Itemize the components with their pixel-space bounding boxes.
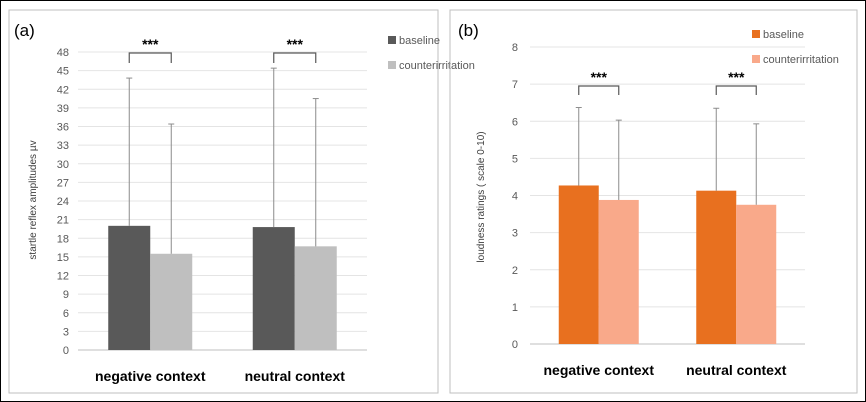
- panel-a-ytick-label: 45: [57, 66, 69, 78]
- panel-b-legend-swatch: [752, 30, 760, 38]
- panel-a-categories: negative context neutral context: [95, 368, 345, 384]
- panel-b-significance-label: ***: [728, 69, 745, 85]
- panel-a-significance-bracket: [128, 52, 172, 63]
- panel-b-error-bars: [575, 107, 760, 205]
- panel-a-ytick-label: 21: [57, 215, 69, 227]
- panel-b-ytick-label: 1: [512, 302, 518, 314]
- panel-a-category-label: negative context: [95, 368, 206, 384]
- panel-b-bar: [598, 199, 639, 344]
- panel-a-legend-swatch: [388, 61, 396, 69]
- panel-b-category-label: neutral context: [686, 362, 787, 378]
- panel-a-ytick-label: 30: [57, 159, 69, 171]
- panel-b-label: (b): [458, 21, 479, 40]
- panel-a-category-label: neutral context: [245, 368, 346, 384]
- panel-a-significance-label: ***: [142, 36, 159, 52]
- panel-a-ytick-label: 33: [57, 140, 69, 152]
- panel-a-error-bars: [126, 67, 319, 254]
- panel-a-ytick-label: 36: [57, 122, 69, 134]
- panel-b-legend-swatch: [752, 55, 760, 63]
- panel-a-bar: [150, 253, 193, 350]
- panel-b-ytick-label: 2: [512, 265, 518, 277]
- panel-b-significance-bracket: [578, 85, 620, 95]
- panel-b-category-label: negative context: [544, 362, 655, 378]
- panel-a-bars: [108, 225, 337, 350]
- panel-b-ylabel: loudness ratings ( scale 0-10): [476, 131, 487, 262]
- panel-a-significance-bracket: [273, 52, 317, 63]
- panel-a-ytick-label: 27: [57, 177, 69, 189]
- panel-b-ytick-label: 3: [512, 228, 518, 240]
- panel-a-ytick-label: 39: [57, 103, 69, 115]
- panel-b-ytick-label: 7: [512, 79, 518, 91]
- panel-a-significance: *** ***: [128, 36, 317, 63]
- panel-a-ytick-label: 42: [57, 84, 69, 96]
- panel-a-ytick-label: 3: [63, 326, 69, 338]
- panel-a-legend-swatch: [388, 36, 396, 44]
- panel-a-significance-label: ***: [287, 36, 304, 52]
- panel-a-ytick-label: 0: [63, 345, 69, 357]
- panel-b-yticks: 0 1 2 3 4 5 6 7 8: [512, 42, 518, 351]
- panel-b-bar: [558, 185, 599, 344]
- panel-b-frame: [449, 9, 858, 394]
- panel-b-significance-label: ***: [591, 69, 608, 85]
- panel-b-bar: [696, 190, 737, 344]
- panel-a-ylabel: startle reflex amplitudes µv: [28, 140, 39, 259]
- panel-a-legend-label: baseline: [399, 35, 440, 47]
- panel-a-bar: [294, 246, 337, 350]
- panel-a-bar: [108, 225, 151, 350]
- panel-b-ytick-label: 8: [512, 42, 518, 54]
- panel-a-frame: [8, 9, 439, 394]
- panel-b-ytick-label: 5: [512, 153, 518, 165]
- panel-b-legend-label: counterirritation: [763, 54, 839, 66]
- panel-b-legend-label: baseline: [763, 29, 804, 41]
- panel-b-ytick-label: 6: [512, 116, 518, 128]
- panel-b-bars: [558, 185, 777, 344]
- panel-b-significance-bracket: [715, 85, 757, 95]
- panel-a-ytick-label: 18: [57, 233, 69, 245]
- panel-a-bar: [252, 227, 295, 350]
- panel-b-ytick-label: 0: [512, 339, 518, 351]
- panel-b-significance: *** ***: [578, 69, 757, 95]
- panel-a-ytick-label: 48: [57, 47, 69, 59]
- panel-a-ytick-label: 15: [57, 252, 69, 264]
- chart-panel-a: (a) startle reflex amplitudes µv 0369121…: [8, 9, 475, 394]
- panel-b-ytick-label: 4: [512, 191, 518, 203]
- panel-b-bar: [736, 204, 777, 344]
- panel-b-categories: negative context neutral context: [544, 362, 787, 378]
- panel-a-ytick-label: 9: [63, 289, 69, 301]
- panel-a-legend: baseline counterirritation: [388, 35, 475, 72]
- panel-a-label: (a): [14, 21, 35, 40]
- panel-a-ytick-label: 6: [63, 308, 69, 320]
- panel-b-legend: baseline counterirritation: [752, 29, 839, 66]
- panel-a-ytick-label: 12: [57, 271, 69, 283]
- chart-panel-b: (b) loudness ratings ( scale 0-10) 0 1 2 3 4…: [449, 9, 858, 394]
- panel-a-ytick-label: 24: [57, 196, 69, 208]
- panel-a-legend-label: counterirritation: [399, 60, 475, 72]
